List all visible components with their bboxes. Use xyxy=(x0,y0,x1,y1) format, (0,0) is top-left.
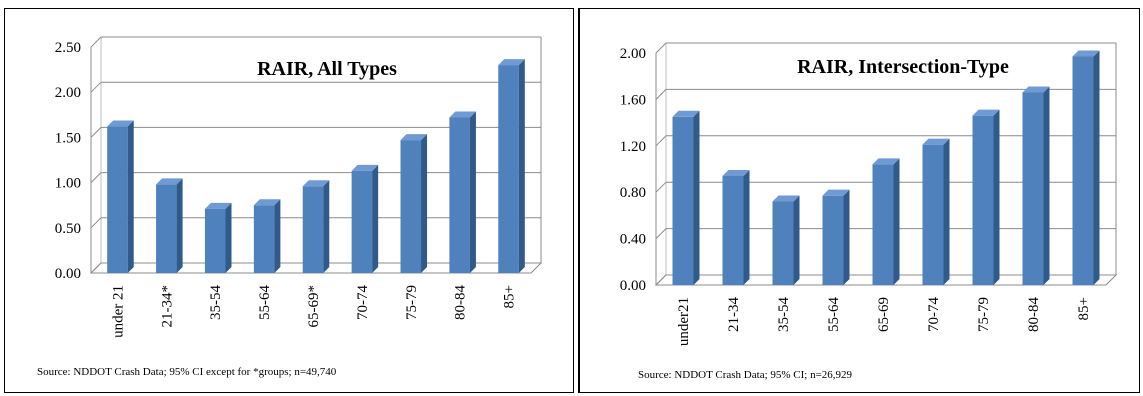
bar xyxy=(872,158,900,285)
x-tick-label: 75-79 xyxy=(976,297,992,332)
y-tick-label: 2.00 xyxy=(620,46,646,62)
chart-intersection-type: 0.00 0.40 0.80 1.20 1.60 2.00 under21 21-34 35-5… xyxy=(620,42,1118,346)
x-tick-label: 80-84 xyxy=(1026,297,1042,332)
gridline xyxy=(655,228,1116,239)
y-tick-label: 1.20 xyxy=(620,139,646,155)
source-note: Source: NDDOT Crash Data; 95% CI; n=26,9… xyxy=(638,369,853,381)
gridline xyxy=(90,126,541,138)
chart-all-types: 0.00 0.50 1.00 1.50 2.00 2.50 under 21 21-34* 35… xyxy=(55,36,543,338)
gridline xyxy=(90,36,541,48)
gridline xyxy=(655,88,1116,100)
x-tick-label: 21-34* xyxy=(159,285,175,328)
x-tick-label: 85+ xyxy=(1076,297,1092,320)
y-tick-label: 1.60 xyxy=(620,92,646,108)
bar xyxy=(498,59,525,273)
x-tick-label: 75-79 xyxy=(404,285,420,320)
bar xyxy=(400,134,428,273)
gridline xyxy=(90,217,541,229)
bar xyxy=(722,169,750,285)
bar xyxy=(772,195,800,285)
bar xyxy=(351,164,379,273)
x-tick-label: 35-54 xyxy=(776,297,792,332)
y-tick-label: 0.00 xyxy=(620,278,646,294)
gridline xyxy=(90,81,541,93)
bar xyxy=(156,178,183,273)
y-tick-label: 2.00 xyxy=(55,85,81,101)
gridline xyxy=(655,274,1116,286)
y-tick-label: 1.50 xyxy=(55,130,81,146)
gridline xyxy=(90,262,541,274)
bar xyxy=(253,199,281,273)
gridline xyxy=(655,181,1116,193)
x-tick-label: under21 xyxy=(676,297,692,346)
gridline xyxy=(90,172,541,183)
x-tick-label: 80-84 xyxy=(453,285,469,320)
chart-title: RAIR, All Types xyxy=(257,58,397,80)
chart-panel-intersection-type: 0.00 0.40 0.80 1.20 1.60 2.00 under21 21-34 35-5… xyxy=(578,8,1140,393)
x-tick-label: 65-69 xyxy=(876,297,892,332)
x-tick-label: 85+ xyxy=(502,285,518,308)
bar xyxy=(107,120,134,273)
gridline xyxy=(655,135,1116,147)
bar xyxy=(672,110,700,285)
x-tick-label: 55-64 xyxy=(826,297,842,332)
bar xyxy=(1072,50,1100,286)
x-tick-label: 65-69* xyxy=(306,285,322,328)
y-tick-label: 0.00 xyxy=(55,266,81,282)
bar xyxy=(449,111,476,274)
bar xyxy=(204,202,232,273)
x-tick-label: 70-74 xyxy=(926,297,942,332)
y-tick-label: 0.80 xyxy=(620,185,646,201)
bar xyxy=(922,138,950,285)
source-note: Source: NDDOT Crash Data; 95% CI except … xyxy=(37,366,337,378)
y-tick-label: 1.00 xyxy=(55,176,81,192)
y-tick-label: 2.50 xyxy=(55,40,81,56)
x-tick-label: 21-34 xyxy=(726,297,742,332)
bar xyxy=(302,180,330,273)
x-tick-label: 55-64 xyxy=(257,285,273,320)
y-tick-label: 0.50 xyxy=(55,221,81,237)
x-tick-label: 70-74 xyxy=(355,285,371,320)
y-tick-label: 0.40 xyxy=(620,232,646,248)
x-tick-label: under 21 xyxy=(110,285,126,338)
chart-title: RAIR, Intersection-Type xyxy=(797,56,1009,78)
gridline xyxy=(655,42,1116,54)
chart-panel-all-types: 0.00 0.50 1.00 1.50 2.00 2.50 under 21 21-34* 35… xyxy=(4,8,574,393)
bar xyxy=(972,109,1000,285)
x-tick-label: 35-54 xyxy=(208,285,224,320)
bar xyxy=(822,189,850,285)
bar xyxy=(1022,86,1050,285)
